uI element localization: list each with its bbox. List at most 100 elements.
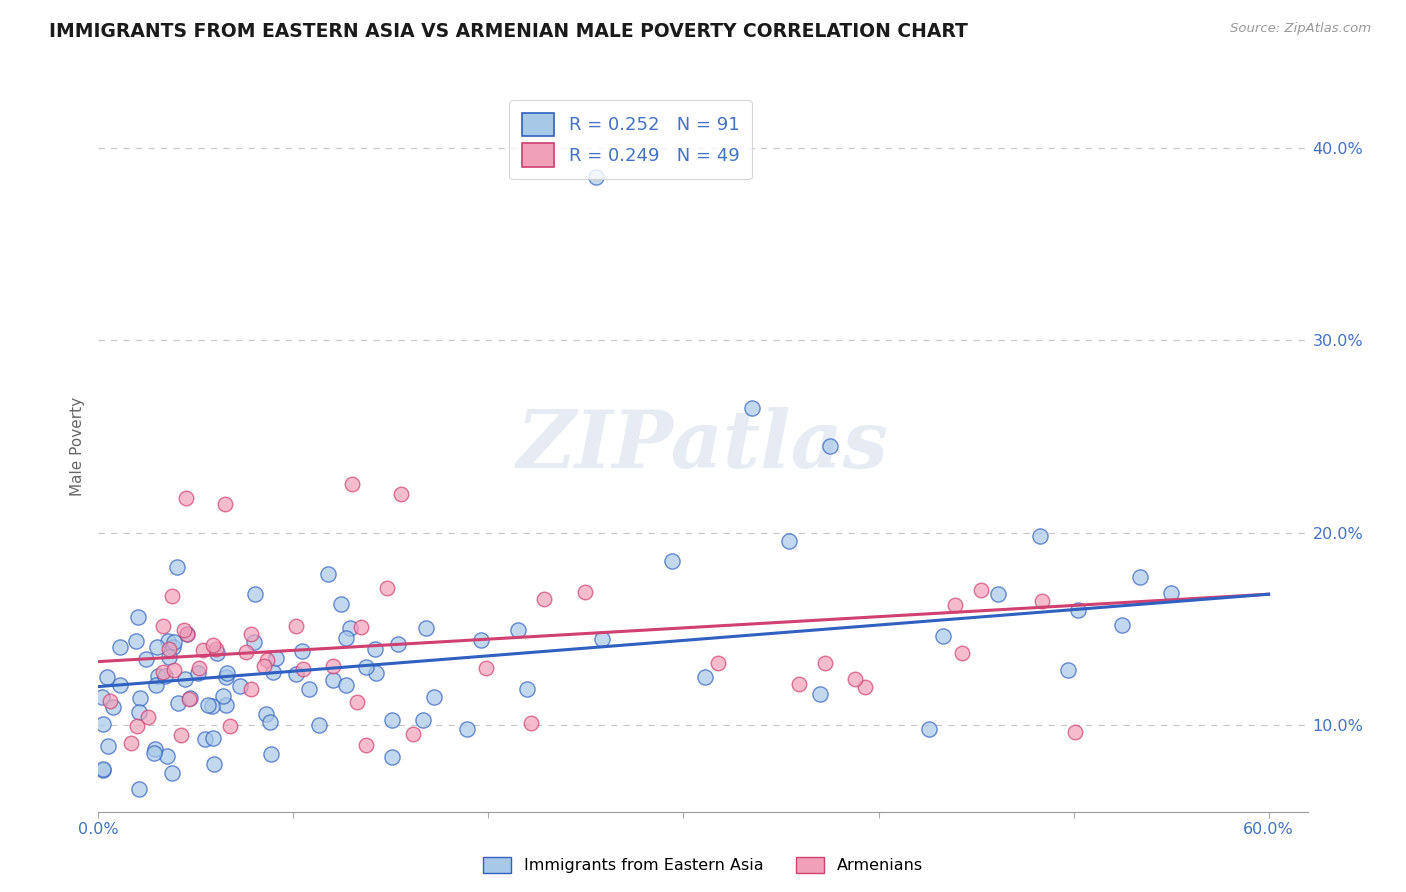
Point — [91, 763, 114, 777]
Point — [422, 690, 444, 705]
Point — [235, 645, 257, 659]
Point — [335, 678, 357, 692]
Point — [127, 609, 149, 624]
Point — [215, 698, 238, 713]
Point — [125, 634, 148, 648]
Point — [260, 747, 283, 761]
Point — [264, 651, 287, 665]
Point — [1111, 618, 1133, 632]
Point — [389, 487, 412, 501]
Point — [350, 619, 373, 633]
Point — [214, 497, 236, 511]
Point — [298, 681, 321, 696]
Point — [354, 660, 377, 674]
Point — [143, 746, 166, 760]
Point — [291, 662, 314, 676]
Point — [163, 664, 186, 678]
Point — [1160, 586, 1182, 600]
Point — [157, 642, 180, 657]
Point — [402, 726, 425, 740]
Text: IMMIGRANTS FROM EASTERN ASIA VS ARMENIAN MALE POVERTY CORRELATION CHART: IMMIGRANTS FROM EASTERN ASIA VS ARMENIAN… — [49, 22, 969, 41]
Point — [110, 678, 132, 692]
Point — [943, 598, 966, 612]
Point — [187, 666, 209, 681]
Point — [415, 621, 437, 635]
Point — [254, 706, 277, 721]
Point — [1064, 724, 1087, 739]
Point — [290, 644, 312, 658]
Point — [187, 661, 209, 675]
Point — [135, 652, 157, 666]
Point — [364, 641, 387, 656]
Point — [191, 642, 214, 657]
Point — [156, 633, 179, 648]
Point — [218, 719, 240, 733]
Point — [322, 673, 344, 687]
Point — [243, 635, 266, 649]
Point — [103, 700, 125, 714]
Point — [91, 690, 114, 705]
Point — [508, 623, 530, 637]
Point — [387, 637, 409, 651]
Point — [316, 566, 339, 581]
Point — [215, 665, 238, 680]
Point — [127, 719, 149, 733]
Point — [366, 665, 388, 680]
Point — [201, 638, 224, 652]
Point — [787, 676, 810, 690]
Point — [256, 653, 278, 667]
Point — [470, 632, 492, 647]
Point — [844, 672, 866, 686]
Point — [110, 640, 132, 655]
Point — [155, 748, 177, 763]
Point — [152, 665, 174, 679]
Point — [167, 697, 190, 711]
Point — [661, 554, 683, 568]
Point — [173, 623, 195, 637]
Point — [194, 732, 217, 747]
Point — [205, 641, 228, 656]
Point — [970, 583, 993, 598]
Point — [93, 762, 115, 776]
Point — [308, 718, 330, 732]
Point — [381, 750, 404, 764]
Point — [179, 691, 201, 706]
Point — [475, 661, 498, 675]
Point — [128, 691, 150, 706]
Point — [322, 659, 344, 673]
Point — [585, 169, 607, 184]
Point — [1067, 602, 1090, 616]
Point — [918, 722, 941, 736]
Point — [174, 491, 197, 505]
Point — [346, 694, 368, 708]
Point — [202, 756, 225, 771]
Point — [412, 713, 434, 727]
Point — [162, 640, 184, 654]
Point — [176, 627, 198, 641]
Point — [166, 560, 188, 574]
Point — [1029, 529, 1052, 543]
Point — [128, 705, 150, 719]
Point — [157, 649, 180, 664]
Point — [160, 765, 183, 780]
Point — [335, 631, 357, 645]
Point — [818, 439, 841, 453]
Point — [201, 731, 224, 745]
Point — [163, 635, 186, 649]
Point — [1031, 594, 1053, 608]
Point — [145, 640, 167, 655]
Point — [741, 401, 763, 415]
Point — [128, 781, 150, 796]
Point — [215, 670, 238, 684]
Point — [810, 687, 832, 701]
Point — [1128, 570, 1150, 584]
Point — [695, 670, 717, 684]
Point — [146, 668, 169, 682]
Point — [259, 714, 281, 729]
Point — [285, 619, 308, 633]
Point — [120, 736, 142, 750]
Point — [170, 728, 193, 742]
Legend: Immigrants from Eastern Asia, Armenians: Immigrants from Eastern Asia, Armenians — [477, 850, 929, 880]
Point — [520, 716, 543, 731]
Point — [778, 533, 800, 548]
